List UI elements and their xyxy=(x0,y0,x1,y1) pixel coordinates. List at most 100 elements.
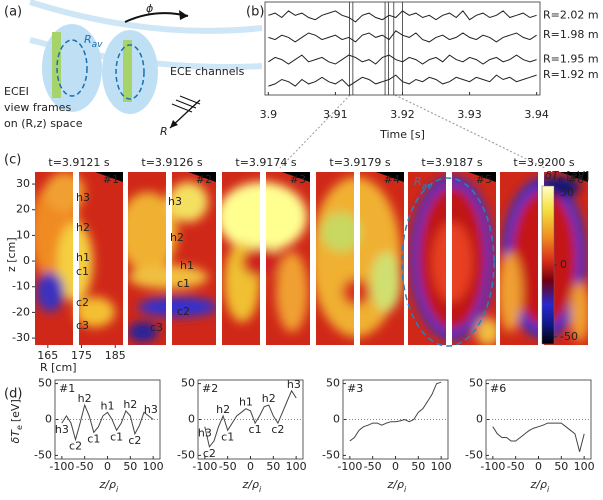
y-axis-label: δTe [eV] xyxy=(9,399,24,443)
x-axis-label: z/ρi xyxy=(242,478,262,494)
frame-id: #5 xyxy=(476,173,492,186)
x-tick-label: -100 xyxy=(480,460,505,473)
annotation: c1 xyxy=(221,430,234,443)
rav-label: Rav xyxy=(84,33,103,50)
heatmap xyxy=(35,172,123,345)
heatmap-blob xyxy=(128,192,178,272)
frame-gap xyxy=(354,172,360,345)
y-tick-label: -50 xyxy=(465,448,483,461)
x-tick-label: 50 xyxy=(123,460,137,473)
y-tick-label: -50 xyxy=(177,448,195,461)
x-tick-label: 100 xyxy=(431,460,452,473)
x-axis-label-part: i xyxy=(547,485,550,494)
heatmaps xyxy=(35,172,588,345)
colorbar-label-part: [eV] xyxy=(566,169,589,182)
frame-corner xyxy=(468,172,496,182)
structure-label: c2 xyxy=(177,305,190,318)
z-tick-label: 30 xyxy=(16,177,30,190)
y-tick-label: 50 xyxy=(38,377,52,390)
frame-id: #2 xyxy=(196,173,212,186)
heatmap xyxy=(222,172,310,345)
y-tick-label: 50 xyxy=(181,377,195,390)
series-label: R=2.02 m xyxy=(543,8,599,21)
colorbar-tick-label: -50 xyxy=(560,330,578,343)
frame-gap xyxy=(538,172,544,345)
ece-hatch xyxy=(171,95,201,113)
structure-label: c3 xyxy=(76,319,89,332)
frame-time: t=3.9126 s xyxy=(141,156,203,169)
structure-label: c1 xyxy=(177,277,190,290)
annotation: h1 xyxy=(239,396,253,409)
data-line xyxy=(349,381,442,442)
frame-id: #3 xyxy=(290,173,306,186)
r-axis-label: R [cm] xyxy=(40,361,77,374)
x-tick-label: 50 xyxy=(266,460,280,473)
frame-gap xyxy=(446,172,452,345)
x-axis-label-part: i xyxy=(404,485,407,494)
view-frame-label: view frames xyxy=(4,101,71,114)
frame-corner xyxy=(560,172,588,182)
x-axis-label-part: i xyxy=(116,485,119,494)
heatmap-blob xyxy=(570,282,588,342)
y-tick-label: 0 xyxy=(476,413,483,426)
r-tick-label: 175 xyxy=(71,349,92,362)
annotation: h3 xyxy=(55,423,69,436)
arrow-head xyxy=(170,120,178,128)
view-frame xyxy=(123,40,132,102)
annotation: c2 xyxy=(271,423,284,436)
heatmap-blob xyxy=(36,272,64,312)
plot-label: #6 xyxy=(490,382,506,395)
x-tick-label: -50 xyxy=(507,460,525,473)
annotation: h3 xyxy=(144,403,158,416)
connector xyxy=(279,94,351,169)
x-axis-label-part: i xyxy=(259,485,262,494)
annotation: c2 xyxy=(128,434,141,447)
x-tick-label: -100 xyxy=(337,460,362,473)
x-tick-label: 0 xyxy=(247,460,254,473)
r-tick-label: 165 xyxy=(37,349,58,362)
frame-corner xyxy=(282,172,310,182)
z-tick-label: 20 xyxy=(16,203,30,216)
structure-label: h2 xyxy=(170,231,184,244)
heatmap-blob xyxy=(138,297,216,317)
colorbar-label-part: δT xyxy=(545,169,560,182)
ece-label: ECE channels xyxy=(170,65,245,78)
y-tick-label: -50 xyxy=(34,448,52,461)
plot-label: #1 xyxy=(59,382,75,395)
x-axis-label: z/ρi xyxy=(387,478,407,494)
heatmap xyxy=(316,172,404,345)
x-tick-label: 100 xyxy=(143,460,164,473)
colorbar-tick-label: 0 xyxy=(560,258,567,271)
heatmap-blob xyxy=(168,182,208,222)
colorbar-label: δTe [eV] xyxy=(545,169,589,184)
x-tick-label: -50 xyxy=(76,460,94,473)
annotation: c1 xyxy=(249,423,262,436)
y-tick-label: 0 xyxy=(188,413,195,426)
x-tick-label: -100 xyxy=(192,460,217,473)
rav-label-part: av xyxy=(92,40,104,50)
panel-label: (a) xyxy=(4,5,22,20)
rav-label-part: R xyxy=(84,33,92,46)
frame-id: #6 xyxy=(568,173,584,186)
r-label: R xyxy=(160,125,168,138)
heatmap xyxy=(128,172,216,345)
x-tick-label: 3.92 xyxy=(390,108,415,121)
frame-id: #4 xyxy=(384,173,400,186)
colorbar-tick-label: 50 xyxy=(560,186,574,199)
z-tick-label: 10 xyxy=(16,228,30,241)
frame-time: t=3.9174 s xyxy=(235,156,297,169)
structure-label: c3 xyxy=(150,321,163,334)
rav-surface xyxy=(115,44,145,100)
frame-time: t=3.9200 s xyxy=(513,156,575,169)
structure-label: h1 xyxy=(76,251,90,264)
z-axis-label: z [cm] xyxy=(5,237,18,272)
structure-label: h1 xyxy=(180,259,194,272)
y-tick-label: 50 xyxy=(469,377,483,390)
data-line xyxy=(204,389,297,448)
x-tick-label: -100 xyxy=(49,460,74,473)
annotation: h3 xyxy=(198,427,212,440)
structure-label: c2 xyxy=(76,296,89,309)
rav-label-part: R xyxy=(414,175,422,188)
heatmap-blob xyxy=(128,322,158,342)
